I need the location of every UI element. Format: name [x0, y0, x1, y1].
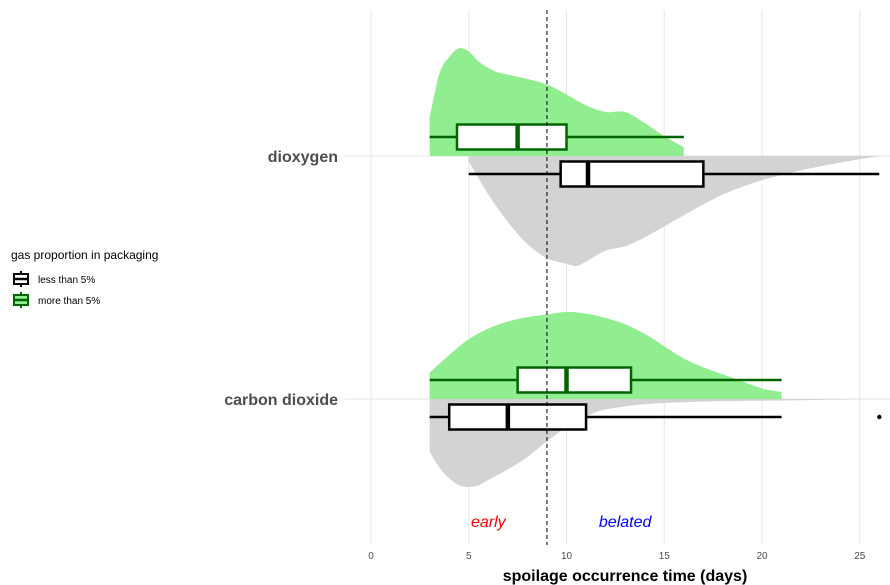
annotations: early belated: [471, 514, 653, 531]
legend-title: gas proportion in packaging: [11, 248, 158, 262]
box: [559, 160, 705, 188]
x-tick-label: 25: [854, 551, 866, 562]
legend-entries: less than 5% more than 5%: [13, 271, 100, 308]
box-plots: [429, 123, 882, 431]
x-tick-label: 20: [756, 551, 768, 562]
x-tick-label: 5: [466, 551, 472, 562]
x-tick-label: 15: [659, 551, 671, 562]
grid-lines: [345, 10, 890, 545]
box: [455, 123, 568, 151]
outlier-point: [877, 414, 882, 420]
box: [516, 366, 633, 394]
legend: gas proportion in packaging less than 5%…: [11, 248, 158, 308]
category-label: carbon dioxide: [224, 392, 338, 409]
category-label: dioxygen: [268, 149, 338, 166]
x-axis-label: spoilage occurrence time (days): [503, 568, 748, 585]
legend-label: more than 5%: [38, 296, 100, 307]
x-tick-label: 10: [561, 551, 573, 562]
legend-entry: more than 5%: [13, 292, 100, 308]
legend-entry: less than 5%: [13, 271, 95, 287]
x-tick-labels: 0 5 10 15 20 25: [368, 551, 866, 562]
box: [447, 403, 588, 431]
annotation-text: early: [471, 514, 507, 531]
category-labels: dioxygen carbon dioxide: [224, 149, 338, 409]
annotation-text: belated: [599, 514, 653, 531]
x-tick-label: 0: [368, 551, 374, 562]
legend-label: less than 5%: [38, 275, 95, 286]
